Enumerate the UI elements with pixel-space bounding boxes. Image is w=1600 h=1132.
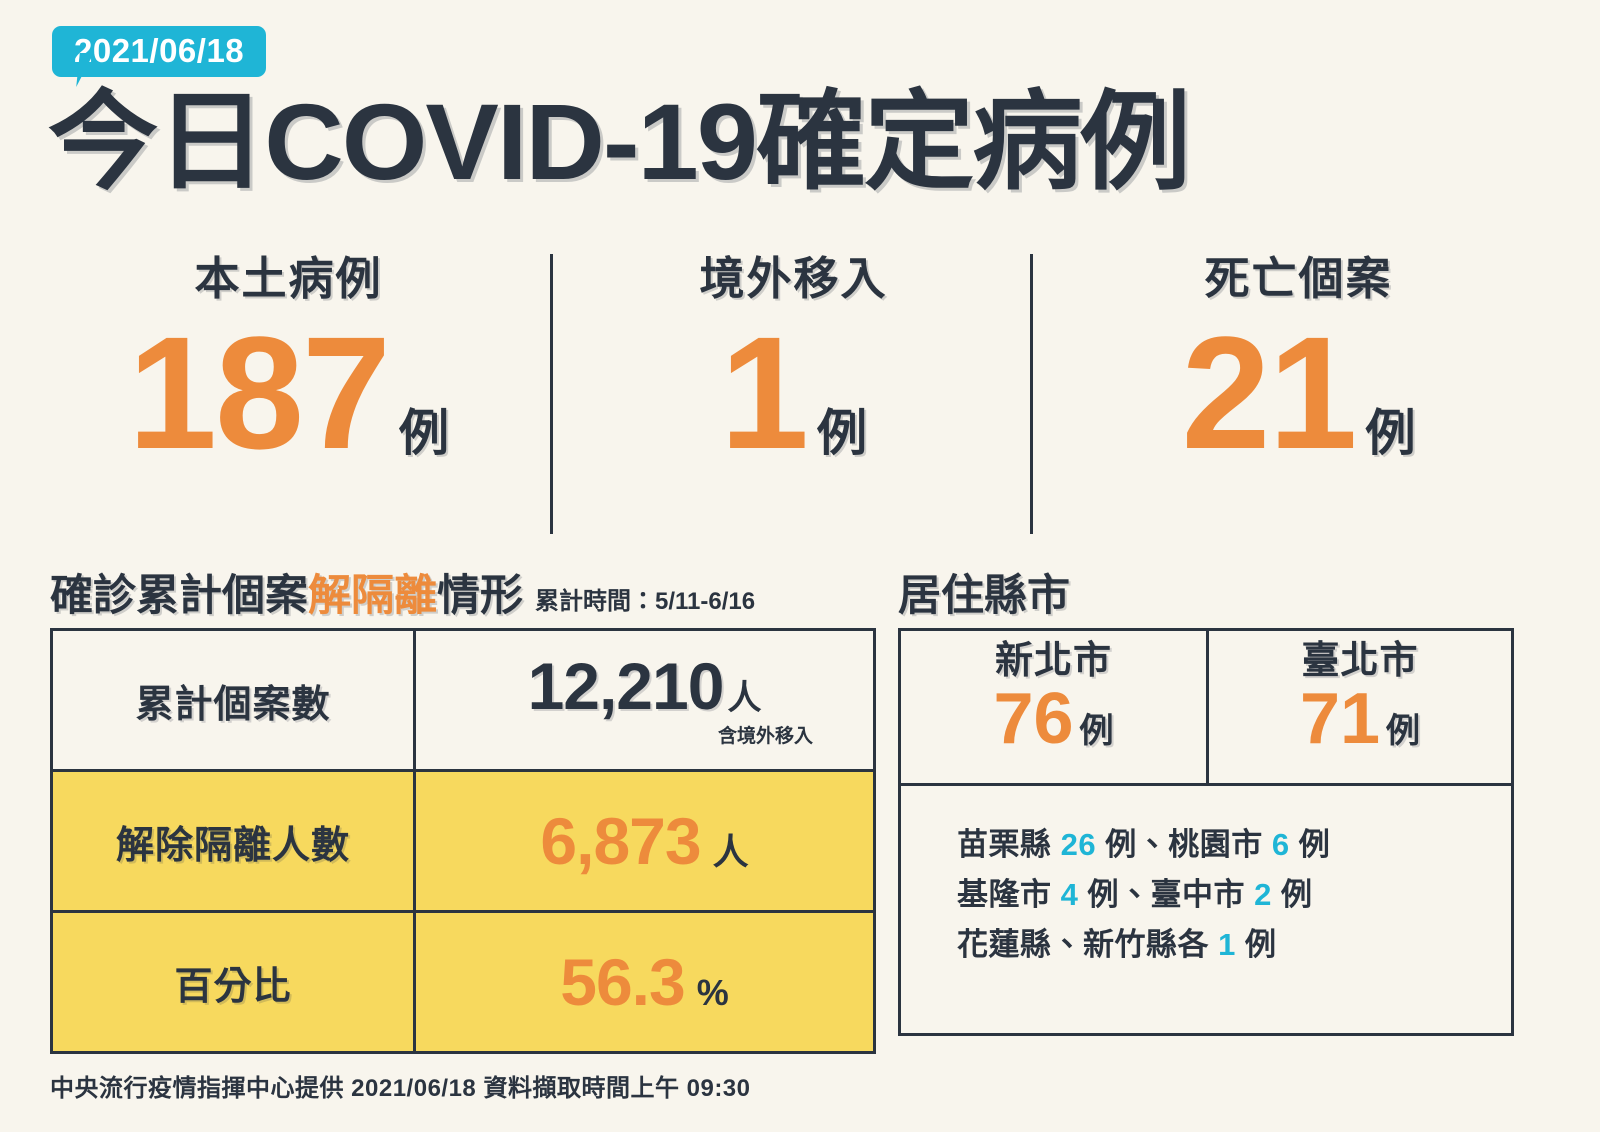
list-number: 26 <box>1060 827 1097 862</box>
other-cities-list: 苗栗縣 26 例、桃園市 6 例 基隆市 4 例、臺中市 2 例 花蓮縣、新竹縣… <box>901 783 1511 971</box>
stat-divider-2 <box>1030 254 1033 534</box>
row-value: 6,873 <box>540 804 701 878</box>
page-title: 今日COVID-19確定病例 <box>48 81 1191 202</box>
city-count: 71 <box>1299 678 1381 759</box>
row-label: 累計個案數 <box>50 628 416 772</box>
summary-stats: 本土病例 187 例 境外移入 1 例 死亡個案 21 例 <box>0 248 1600 540</box>
row-value-cell: 12,210 人 含境外移入 <box>413 628 876 772</box>
row-value-cell: 56.3 % <box>413 910 876 1054</box>
row-unit: 人 <box>712 831 749 872</box>
row-label: 解除隔離人數 <box>50 769 416 913</box>
date-badge-label: 2021/06/18 <box>52 26 267 77</box>
list-text: 苗栗縣 <box>957 827 1061 862</box>
city-unit: 例 <box>1079 711 1114 750</box>
stat-label: 本土病例 <box>194 253 383 304</box>
stat-imported-cases: 境外移入 1 例 <box>566 248 1021 540</box>
stat-unit: 例 <box>816 404 867 461</box>
row-sub-note: 含境外移入 <box>717 725 813 747</box>
list-item: 花蓮縣、新竹縣各 1 例 <box>957 920 1511 970</box>
list-number: 6 <box>1271 827 1290 862</box>
stat-divider-1 <box>550 254 553 534</box>
row-value: 56.3 <box>560 945 685 1019</box>
release-title-part2: 情形 <box>437 572 523 620</box>
stat-value: 1 <box>720 303 809 482</box>
release-title-highlight: 解隔離 <box>308 572 437 620</box>
residence-section: 居住縣市 新北市 76 例 臺北市 71 例 <box>898 556 1514 1036</box>
row-label: 百分比 <box>50 910 416 1054</box>
residence-section-title: 居住縣市 <box>898 572 1070 620</box>
stat-unit: 例 <box>1365 404 1416 461</box>
stat-value: 21 <box>1181 303 1358 482</box>
city-name: 新北市 <box>994 640 1112 682</box>
list-text: 例、桃園市 <box>1096 827 1272 862</box>
table-row: 百分比 56.3 % <box>50 910 876 1054</box>
stat-local-cases: 本土病例 187 例 <box>36 248 541 540</box>
list-number: 2 <box>1254 877 1272 913</box>
stat-label: 境外移入 <box>699 253 888 304</box>
stat-value: 187 <box>128 303 391 482</box>
list-text: 例 <box>1271 877 1313 913</box>
residence-box: 新北市 76 例 臺北市 71 例 苗栗縣 26 例、桃園市 6 例 基隆市 4 <box>898 628 1514 1036</box>
release-table: 累計個案數 12,210 人 含境外移入 解除隔離人數 6,873 <box>50 628 876 1054</box>
city-cell-taipei: 臺北市 71 例 <box>1206 631 1511 783</box>
list-text: 例、臺中市 <box>1078 877 1255 913</box>
row-unit: 人 <box>727 678 762 717</box>
stat-label: 死亡個案 <box>1204 253 1393 304</box>
city-name: 臺北市 <box>1301 640 1419 682</box>
row-value-cell: 6,873 人 <box>413 769 876 913</box>
list-item: 苗栗縣 26 例、桃園市 6 例 <box>957 820 1511 870</box>
city-cell-new-taipei: 新北市 76 例 <box>901 631 1206 783</box>
release-period-note: 累計時間：5/11-6/16 <box>535 588 756 615</box>
list-item: 基隆市 4 例、臺中市 2 例 <box>957 870 1511 920</box>
list-text: 花蓮縣、新竹縣各 <box>957 927 1219 963</box>
top-cities: 新北市 76 例 臺北市 71 例 <box>901 631 1511 783</box>
list-number: 4 <box>1060 877 1079 913</box>
table-row: 累計個案數 12,210 人 含境外移入 <box>50 628 876 772</box>
list-text: 例 <box>1235 927 1277 963</box>
city-unit: 例 <box>1386 711 1421 750</box>
list-text: 例 <box>1289 827 1331 862</box>
release-title-part1: 確診累計個案 <box>50 572 308 620</box>
row-unit: % <box>696 972 729 1013</box>
source-footer: 中央流行疫情指揮中心提供 2021/06/18 資料擷取時間上午 09:30 <box>50 1075 751 1102</box>
date-badge: 2021/06/18 <box>52 26 267 77</box>
list-text: 基隆市 <box>957 877 1061 913</box>
release-section-title: 確診累計個案解隔離情形 <box>50 575 523 618</box>
city-count: 76 <box>993 678 1074 759</box>
list-number: 1 <box>1218 927 1236 963</box>
stat-deaths: 死亡個案 21 例 <box>1046 248 1551 540</box>
table-row: 解除隔離人數 6,873 人 <box>50 769 876 913</box>
release-section: 確診累計個案解隔離情形 累計時間：5/11-6/16 累計個案數 12,210 … <box>50 556 876 1054</box>
row-value: 12,210 <box>527 648 725 723</box>
stat-unit: 例 <box>398 404 449 461</box>
